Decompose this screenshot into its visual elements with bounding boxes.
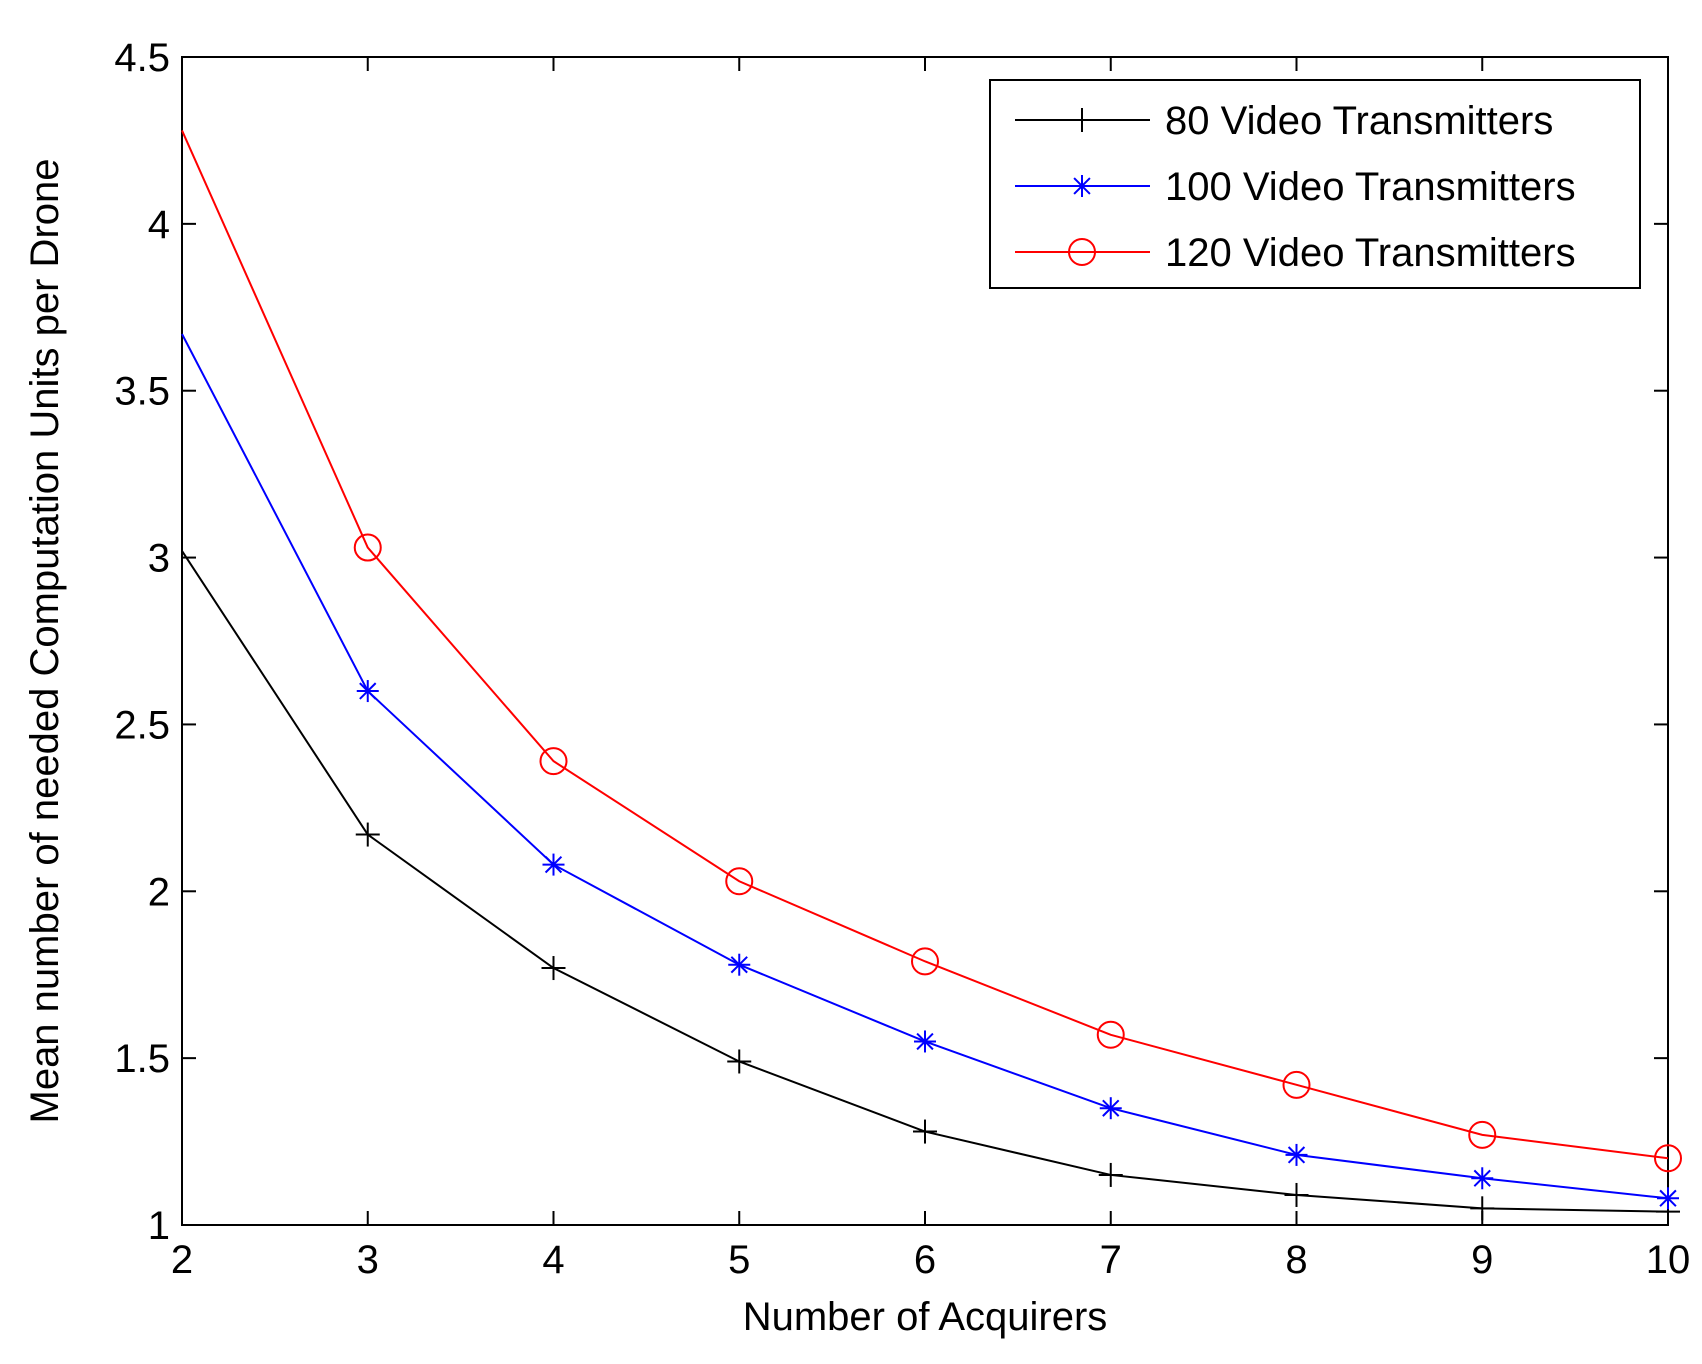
data-point: [539, 747, 568, 776]
series-2: [181, 333, 1679, 1210]
y-tick-label: 1: [148, 1204, 170, 1248]
data-point: [1654, 1144, 1682, 1173]
x-tick-label: 3: [357, 1238, 379, 1282]
legend-label: 120 Video Transmitters: [1165, 231, 1576, 275]
legend: 80 Video Transmitters 100 Video Transmitt…: [989, 79, 1641, 289]
data-point: [1657, 1187, 1679, 1210]
data-point: [356, 680, 379, 703]
data-point: [353, 533, 382, 562]
series-line: [181, 130, 1669, 1160]
axis-ticks: 2 3 4 5 6 7 8 9 10 1 1.5 2 2.5 3 3.5 4 4.5: [114, 36, 1690, 1282]
legend-entry: 100 Video Transmitters: [1015, 165, 1576, 209]
data-point: [542, 853, 565, 876]
legend-box: [989, 79, 1641, 289]
data-point: [1098, 1162, 1123, 1187]
data-point: [1470, 1196, 1495, 1221]
data-point: [911, 947, 939, 976]
series-1: [181, 550, 1680, 1224]
data-point: [1471, 1167, 1494, 1190]
y-tick-label: 2.5: [114, 703, 170, 747]
y-tick-label: 4.5: [114, 36, 170, 80]
data-point: [1468, 1120, 1497, 1149]
x-tick-label: 6: [914, 1238, 936, 1282]
x-tick-label: 9: [1471, 1238, 1493, 1282]
data-point: [1282, 1070, 1311, 1099]
legend-marker: [1071, 175, 1093, 197]
data-point: [1096, 1020, 1125, 1049]
data-point: [727, 1049, 752, 1074]
legend-marker: [1068, 238, 1096, 266]
y-tick-label: 4: [148, 203, 170, 247]
data-point: [725, 867, 754, 896]
legend-marker: [1070, 108, 1094, 132]
data-point: [1285, 1143, 1308, 1166]
data-point: [913, 1119, 937, 1144]
series-group: [181, 130, 1682, 1224]
y-tick-label: 3: [148, 537, 170, 581]
y-tick-label: 1.5: [114, 1037, 170, 1081]
data-point: [1284, 1182, 1309, 1207]
y-axis-label: Mean number of needed Computation Units …: [23, 159, 67, 1124]
legend-entry: 120 Video Transmitters: [1015, 231, 1576, 275]
y-tick-label: 2: [148, 870, 170, 914]
x-tick-label: 5: [728, 1238, 750, 1282]
series-3: [181, 130, 1682, 1173]
x-tick-label: 4: [542, 1238, 564, 1282]
data-point: [541, 956, 566, 981]
x-tick-label: 7: [1100, 1238, 1122, 1282]
x-tick-label: 10: [1646, 1238, 1691, 1282]
y-tick-label: 3.5: [114, 370, 170, 414]
data-point: [1099, 1097, 1122, 1120]
legend-entry: 80 Video Transmitters: [1015, 99, 1553, 143]
legend-label: 80 Video Transmitters: [1165, 99, 1553, 143]
legend-label: 100 Video Transmitters: [1165, 165, 1576, 209]
x-axis-label: Number of Acquirers: [743, 1295, 1108, 1339]
data-point: [728, 953, 751, 976]
x-tick-label: 2: [171, 1238, 193, 1282]
data-point: [914, 1030, 936, 1053]
data-point: [355, 822, 380, 847]
x-tick-label: 8: [1285, 1238, 1307, 1282]
